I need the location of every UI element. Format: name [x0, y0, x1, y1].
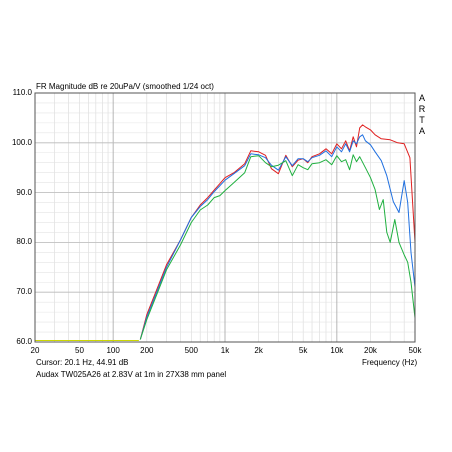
x-tick-label: 100 [106, 346, 120, 355]
y-tick-label: 70.0 [16, 287, 32, 297]
x-tick-label: 1k [220, 346, 230, 355]
x-tick-label: 500 [184, 346, 198, 355]
y-tick-label: 80.0 [16, 237, 32, 247]
chart-title: FR Magnitude dB re 20uPa/V (smoothed 1/2… [36, 82, 214, 91]
series-lines [35, 124, 416, 341]
y-tick-label: 110.0 [12, 88, 32, 97]
y-tick-label: 60.0 [16, 337, 32, 346]
series-line-3 [139, 154, 416, 340]
watermark-letter: R [418, 104, 426, 114]
series-line-2 [139, 134, 416, 340]
x-tick-label: 200 [140, 346, 154, 355]
x-tick-label: 5k [298, 346, 308, 355]
x-tick-label: 10k [330, 346, 344, 355]
watermark-letter: T [419, 115, 425, 125]
chart-caption: Audax TW025A26 at 2.83V at 1m in 27X38 m… [36, 370, 227, 379]
watermark-letter: A [418, 93, 425, 103]
plot-frame [34, 92, 416, 343]
x-tick-label: 20 [30, 346, 40, 355]
x-tick-label: 50 [75, 346, 84, 355]
watermark-letter: A [418, 126, 425, 136]
cursor-readout: Cursor: 20.1 Hz, 44.91 dB [36, 358, 129, 367]
x-axis-label: Frequency (Hz) [362, 358, 418, 367]
major-grid [35, 93, 415, 342]
x-tick-label: 2k [254, 346, 263, 355]
y-tick-label: 100.0 [11, 137, 32, 147]
x-tick-label: 50k [408, 346, 422, 355]
x-tick-label: 20k [364, 346, 377, 355]
y-tick-label: 90.0 [16, 187, 32, 197]
